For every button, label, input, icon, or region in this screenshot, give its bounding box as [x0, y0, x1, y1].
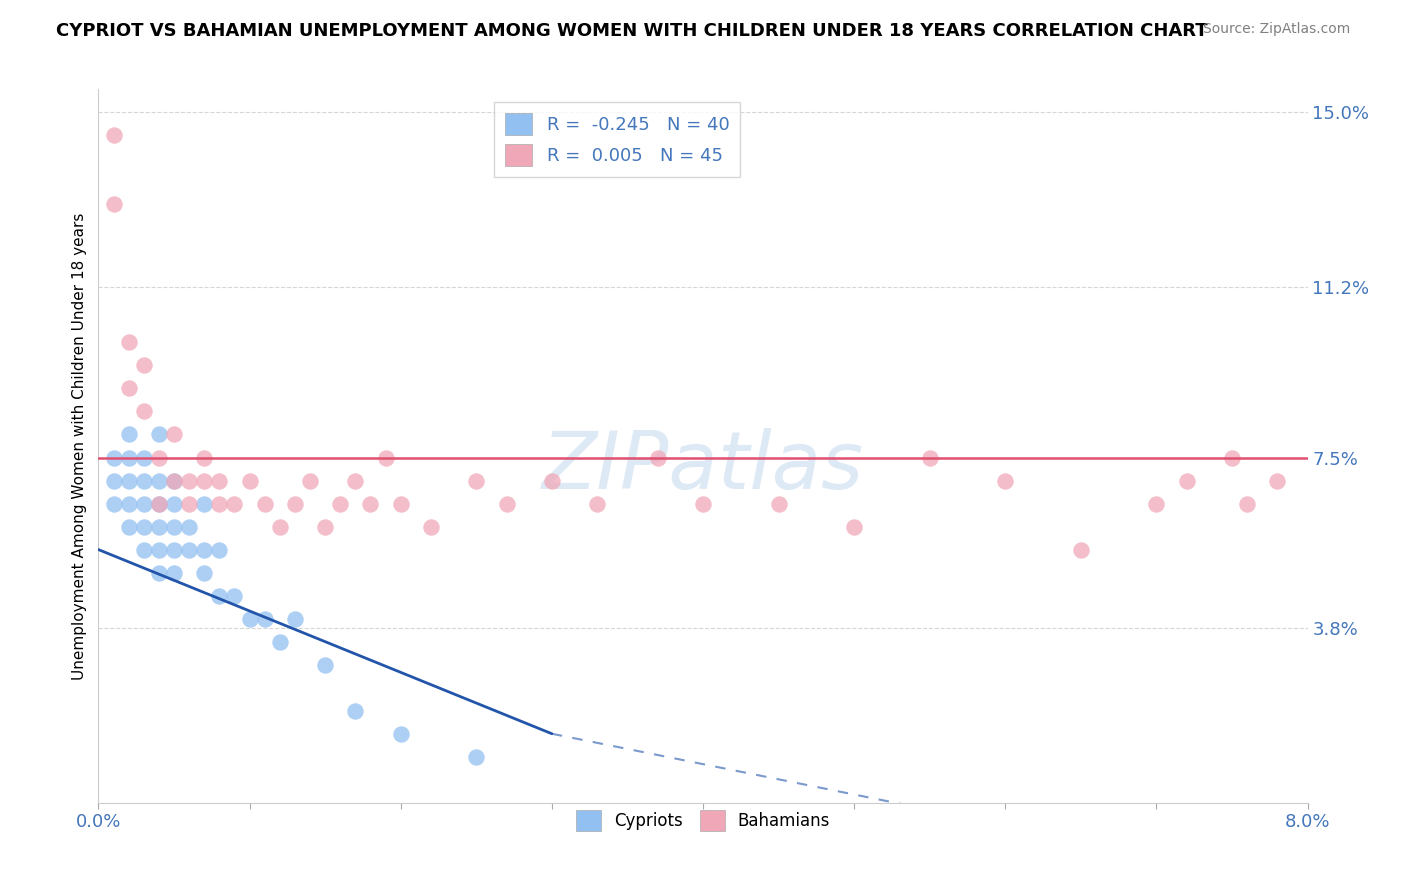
Point — [284, 497, 307, 511]
Point — [118, 427, 141, 442]
Point — [163, 497, 186, 511]
Point — [163, 542, 186, 557]
Point — [132, 359, 155, 373]
Point — [163, 474, 186, 488]
Point — [148, 497, 170, 511]
Point — [1220, 450, 1243, 465]
Point — [1146, 497, 1168, 511]
Point — [284, 612, 307, 626]
Point — [465, 749, 488, 764]
Point — [118, 450, 141, 465]
Point — [420, 519, 443, 533]
Point — [1175, 474, 1198, 488]
Point — [132, 404, 155, 418]
Point — [148, 497, 170, 511]
Point — [118, 497, 141, 511]
Point — [269, 634, 291, 648]
Point — [374, 450, 396, 465]
Point — [179, 497, 201, 511]
Point — [299, 474, 322, 488]
Point — [918, 450, 941, 465]
Point — [193, 566, 215, 580]
Point — [148, 542, 170, 557]
Point — [253, 497, 276, 511]
Point — [163, 474, 186, 488]
Point — [208, 474, 231, 488]
Point — [132, 497, 155, 511]
Point — [239, 474, 262, 488]
Point — [389, 727, 412, 741]
Point — [193, 474, 215, 488]
Point — [103, 474, 125, 488]
Point — [118, 519, 141, 533]
Point — [163, 566, 186, 580]
Point — [239, 612, 262, 626]
Point — [103, 497, 125, 511]
Point — [360, 497, 382, 511]
Point — [118, 335, 141, 350]
Point — [768, 497, 790, 511]
Point — [148, 519, 170, 533]
Point — [1267, 474, 1289, 488]
Point — [118, 474, 141, 488]
Point — [208, 497, 231, 511]
Point — [132, 542, 155, 557]
Point — [103, 197, 125, 211]
Text: CYPRIOT VS BAHAMIAN UNEMPLOYMENT AMONG WOMEN WITH CHILDREN UNDER 18 YEARS CORREL: CYPRIOT VS BAHAMIAN UNEMPLOYMENT AMONG W… — [56, 22, 1208, 40]
Point — [1070, 542, 1092, 557]
Point — [344, 474, 367, 488]
Point — [148, 450, 170, 465]
Point — [465, 474, 488, 488]
Point — [344, 704, 367, 718]
Point — [269, 519, 291, 533]
Text: ZIPatlas: ZIPatlas — [541, 428, 865, 507]
Point — [844, 519, 866, 533]
Y-axis label: Unemployment Among Women with Children Under 18 years: Unemployment Among Women with Children U… — [72, 212, 87, 680]
Point — [193, 542, 215, 557]
Point — [193, 497, 215, 511]
Point — [208, 542, 231, 557]
Point — [253, 612, 276, 626]
Text: Source: ZipAtlas.com: Source: ZipAtlas.com — [1202, 22, 1350, 37]
Point — [193, 450, 215, 465]
Point — [586, 497, 609, 511]
Point — [103, 128, 125, 143]
Point — [118, 381, 141, 395]
Point — [179, 519, 201, 533]
Legend: Cypriots, Bahamians: Cypriots, Bahamians — [569, 804, 837, 838]
Point — [495, 497, 517, 511]
Point — [148, 566, 170, 580]
Point — [179, 542, 201, 557]
Point — [163, 427, 186, 442]
Point — [179, 474, 201, 488]
Point — [103, 450, 125, 465]
Point — [692, 497, 714, 511]
Point — [540, 474, 562, 488]
Point — [224, 589, 246, 603]
Point — [148, 427, 170, 442]
Point — [389, 497, 412, 511]
Point — [163, 519, 186, 533]
Point — [132, 474, 155, 488]
Point — [329, 497, 352, 511]
Point — [132, 450, 155, 465]
Point — [224, 497, 246, 511]
Point — [314, 519, 336, 533]
Point — [994, 474, 1017, 488]
Point — [148, 474, 170, 488]
Point — [132, 519, 155, 533]
Point — [1236, 497, 1258, 511]
Point — [314, 657, 336, 672]
Point — [647, 450, 669, 465]
Point — [208, 589, 231, 603]
